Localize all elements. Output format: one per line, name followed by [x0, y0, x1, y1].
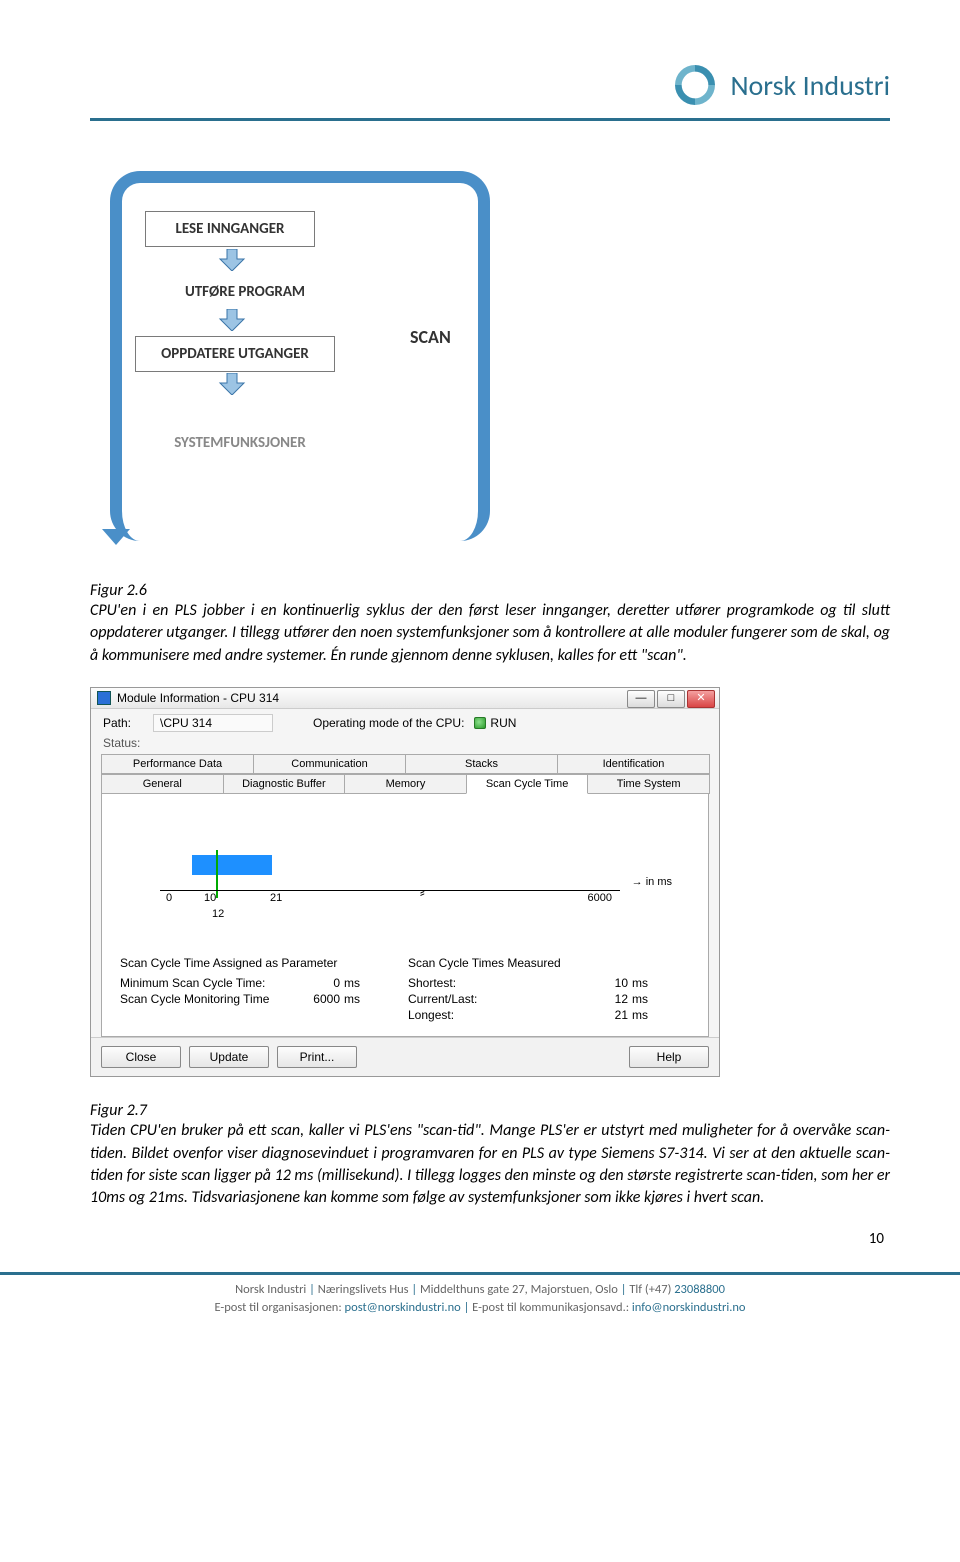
flow-box-read-inputs: LESE INNGANGER [145, 211, 315, 247]
chart-tick-6000: 6000 [588, 892, 612, 904]
axis-break-icon: ⸗ [420, 884, 425, 900]
print-button[interactable]: Print... [277, 1046, 357, 1068]
chart-tick-0: 0 [166, 892, 172, 904]
flow-box-sysfuncs: SYSTEMFUNKSJONER [150, 426, 330, 460]
figure-2-7-caption: Tiden CPU'en bruker på ett scan, kaller … [90, 1120, 890, 1210]
help-button[interactable]: Help [629, 1046, 709, 1068]
window-titlebar: Module Information - CPU 314 — □ ✕ [91, 688, 719, 709]
tab-communication[interactable]: Communication [253, 754, 406, 774]
tab-performance[interactable]: Performance Data [101, 754, 254, 774]
tab-general[interactable]: General [101, 774, 224, 794]
app-icon [97, 691, 111, 705]
loop-arrowhead-icon [102, 529, 130, 545]
tab-content: 0 10 21 12 ⸗ 6000 → in ms Scan Cycle Tim… [101, 793, 709, 1037]
flow-box-update-outputs: OPPDATERE UTGANGER [135, 336, 335, 372]
mode-value: RUN [490, 716, 516, 730]
param-row: Current/Last: 12 ms [408, 992, 656, 1006]
tab-diag-buffer[interactable]: Diagnostic Buffer [223, 774, 346, 794]
flow-box-execute: UTFØRE PROGRAM [155, 275, 335, 309]
tab-scan-cycle[interactable]: Scan Cycle Time [466, 774, 589, 794]
figure-2-6-label: Figur 2.6 [90, 581, 890, 600]
tab-time-system[interactable]: Time System [587, 774, 710, 794]
chart-axis [160, 890, 620, 891]
chart-tick-21: 21 [270, 892, 282, 904]
scan-time-chart: 0 10 21 12 ⸗ 6000 → in ms [120, 810, 690, 940]
scan-label: SCAN [410, 326, 451, 348]
down-arrow-icon [218, 249, 246, 271]
param-row: Shortest: 10 ms [408, 976, 656, 990]
chart-bar [192, 855, 272, 875]
param-row: Minimum Scan Cycle Time: 0 ms [120, 976, 368, 990]
brand-header: Norsk Industri [90, 60, 890, 110]
params-measured: Scan Cycle Times Measured Shortest: 10 m… [408, 956, 656, 1024]
scan-flowchart: LESE INNGANGER UTFØRE PROGRAM OPPDATERE … [100, 171, 520, 551]
tab-stacks[interactable]: Stacks [405, 754, 558, 774]
params-measured-heading: Scan Cycle Times Measured [408, 956, 656, 970]
module-info-window: Module Information - CPU 314 — □ ✕ Path:… [90, 687, 720, 1077]
close-button[interactable]: Close [101, 1046, 181, 1068]
params-assigned-heading: Scan Cycle Time Assigned as Parameter [120, 956, 368, 970]
status-label: Status: [103, 736, 140, 750]
down-arrow-icon [218, 309, 246, 331]
down-arrow-icon [218, 373, 246, 395]
chart-unit-label: → in ms [632, 876, 672, 888]
tab-memory[interactable]: Memory [344, 774, 467, 794]
page-number: 10 [90, 1230, 890, 1248]
update-button[interactable]: Update [189, 1046, 269, 1068]
params-assigned: Scan Cycle Time Assigned as Parameter Mi… [120, 956, 368, 1024]
mode-label: Operating mode of the CPU: [313, 716, 464, 730]
brand-swirl-icon [670, 60, 720, 110]
path-value: \CPU 314 [153, 714, 273, 732]
header-rule [90, 118, 890, 121]
param-row: Scan Cycle Monitoring Time 6000 ms [120, 992, 368, 1006]
path-label: Path: [103, 716, 153, 730]
window-max-button[interactable]: □ [657, 690, 685, 708]
chart-tick-12: 12 [212, 908, 224, 920]
tab-identification[interactable]: Identification [557, 754, 710, 774]
page-footer: Norsk Industri | Næringslivets Hus | Mid… [0, 1275, 960, 1331]
param-row: Longest: 21 ms [408, 1008, 656, 1022]
tabs-row-2: General Diagnostic Buffer Memory Scan Cy… [101, 774, 709, 794]
tabs-row-1: Performance Data Communication Stacks Id… [101, 754, 709, 774]
chart-tick-10: 10 [204, 892, 216, 904]
window-min-button[interactable]: — [627, 690, 655, 708]
window-close-button[interactable]: ✕ [687, 690, 715, 708]
window-title: Module Information - CPU 314 [117, 691, 279, 705]
run-status-icon [474, 717, 486, 729]
figure-2-6-caption: CPU'en i en PLS jobber i en kontinuerlig… [90, 600, 890, 667]
figure-2-7-label: Figur 2.7 [90, 1101, 890, 1120]
brand-name: Norsk Industri [730, 68, 890, 103]
